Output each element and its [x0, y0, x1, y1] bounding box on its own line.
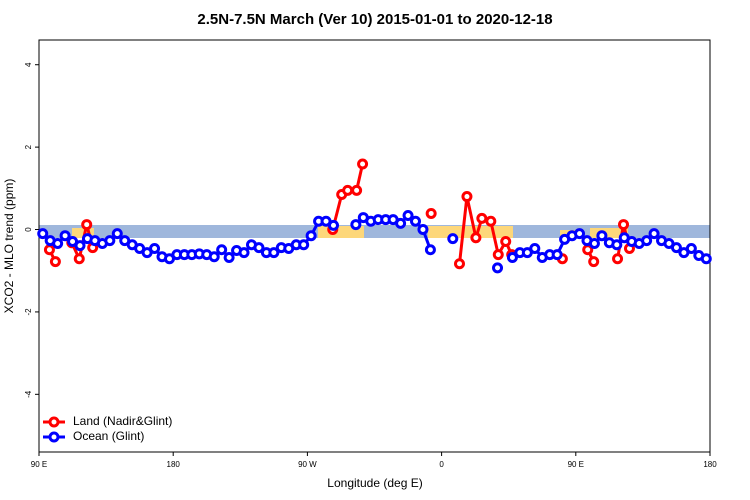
data-point: [461, 191, 473, 203]
data-point: [43, 244, 55, 256]
data-point: [424, 244, 436, 256]
plot-frame: [38, 39, 711, 453]
data-point: [37, 228, 49, 240]
y-tick-label: 2: [24, 144, 33, 149]
data-point: [81, 219, 93, 231]
data-point: [551, 249, 563, 261]
data-point: [253, 242, 265, 254]
data-point: [111, 228, 123, 240]
data-point: [425, 207, 437, 219]
legend-marker: [48, 431, 60, 443]
data-point: [596, 230, 608, 242]
ocean-band: [39, 225, 710, 238]
x-tick-label: 0: [439, 460, 444, 469]
data-point: [395, 217, 407, 229]
data-point: [49, 256, 61, 268]
data-point: [476, 212, 488, 224]
chart-title: 2.5N-7.5N March (Ver 10) 2015-01-01 to 2…: [197, 11, 552, 28]
data-point: [351, 184, 363, 196]
data-point: [670, 242, 682, 254]
data-point: [529, 242, 541, 254]
data-point: [506, 252, 518, 264]
data-point: [700, 253, 712, 265]
data-point: [357, 158, 369, 170]
data-point: [470, 232, 482, 244]
data-point: [685, 242, 697, 254]
y-tick-label: 0: [24, 227, 33, 232]
x-tick-label: 180: [167, 460, 181, 469]
data-point: [402, 210, 414, 222]
data-point: [73, 253, 85, 265]
data-point: [447, 233, 459, 245]
data-point: [588, 238, 600, 250]
x-tick-label: 90 E: [568, 460, 584, 469]
data-point: [104, 235, 116, 247]
data-point: [149, 242, 161, 254]
x-tick-label: 180: [703, 460, 717, 469]
data-point: [305, 230, 317, 242]
y-axis-label: XCO2 - MLO trend (ppm): [2, 179, 16, 314]
data-point: [268, 247, 280, 259]
data-point: [208, 251, 220, 263]
data-point: [350, 219, 362, 231]
legend-marker: [48, 416, 60, 428]
data-point: [238, 247, 250, 259]
x-axis-label: Longitude (deg E): [327, 476, 422, 490]
data-point: [492, 262, 504, 274]
x-tick-label: 90 W: [298, 460, 317, 469]
y-tick-label: -4: [24, 390, 33, 398]
data-point: [342, 184, 354, 196]
data-point: [453, 258, 465, 270]
data-point: [588, 256, 600, 268]
data-point: [223, 252, 235, 264]
data-point: [298, 239, 310, 251]
data-point: [492, 249, 504, 261]
x-tick-label: 90 E: [31, 460, 47, 469]
data-point: [485, 215, 497, 227]
data-point: [618, 219, 630, 231]
y-tick-label: 4: [24, 62, 33, 67]
data-point: [52, 238, 64, 250]
data-point: [74, 240, 86, 252]
data-point: [327, 219, 339, 231]
data-point: [216, 244, 228, 256]
data-point: [648, 228, 660, 240]
data-point: [641, 235, 653, 247]
y-tick-label: -2: [24, 308, 33, 316]
legend-label: Land (Nadir&Glint): [73, 414, 172, 428]
data-point: [59, 230, 71, 242]
data-point: [417, 224, 429, 236]
data-point: [574, 228, 586, 240]
data-point: [611, 239, 623, 251]
data-point: [612, 253, 624, 265]
legend-label: Ocean (Glint): [73, 429, 144, 443]
data-point: [500, 235, 512, 247]
data-point: [410, 215, 422, 227]
